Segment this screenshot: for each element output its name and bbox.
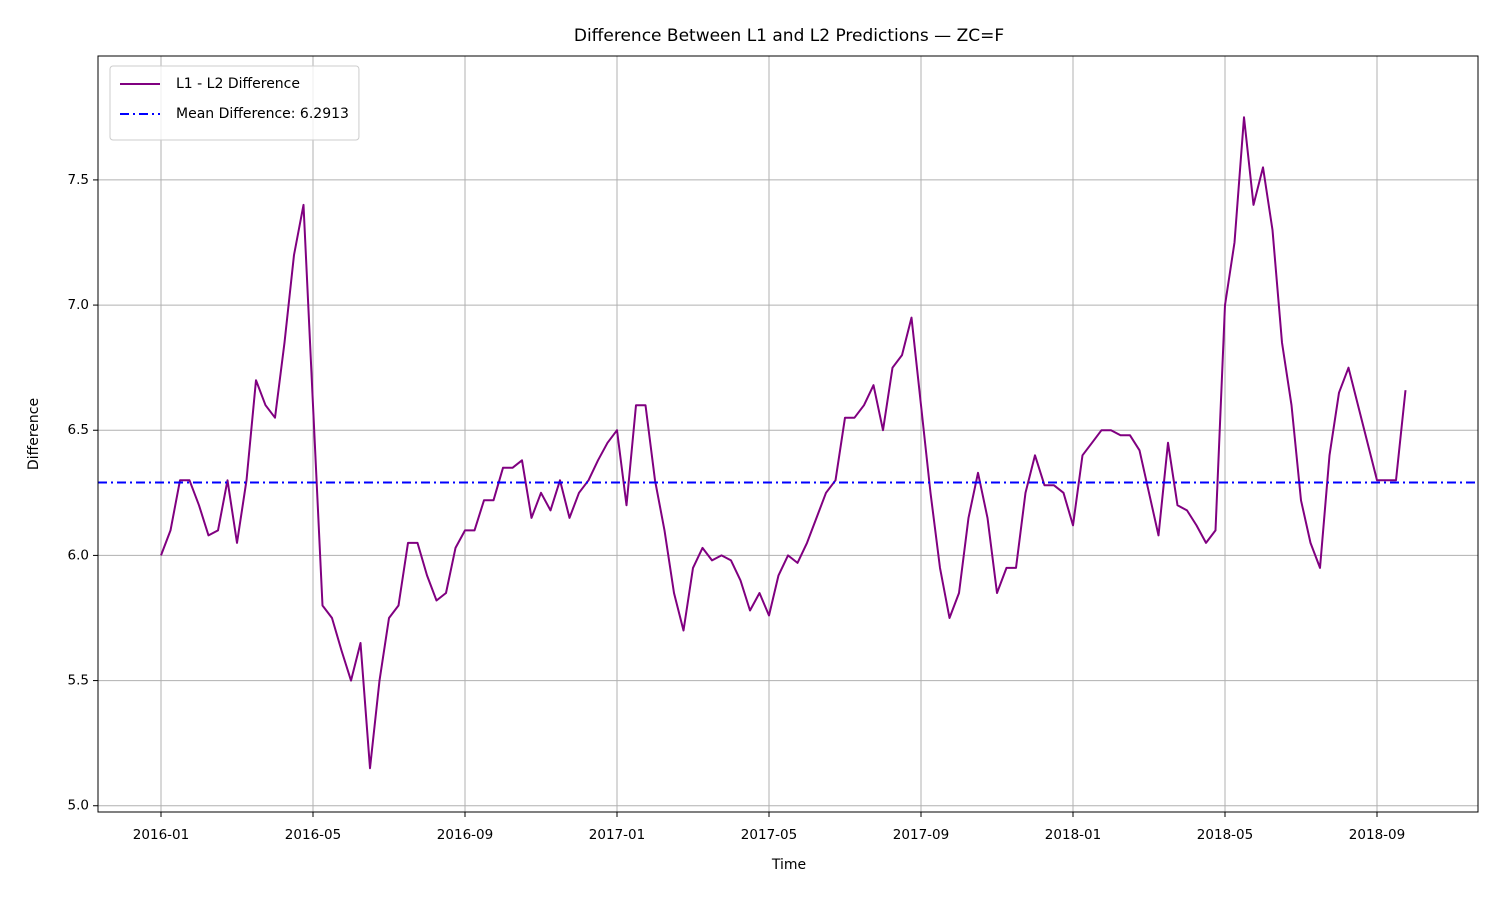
legend-label: L1 - L2 Difference	[176, 76, 300, 92]
grid	[98, 56, 1478, 812]
chart-title: Difference Between L1 and L2 Predictions…	[574, 26, 1004, 46]
y-tick-label: 7.5	[68, 172, 89, 188]
legend-box	[109, 65, 360, 141]
data-line	[160, 116, 1407, 770]
y-tick-label: 6.0	[68, 547, 89, 563]
y-tick-label: 5.5	[68, 673, 89, 689]
plot-frame	[97, 55, 1479, 813]
x-tick-label: 2017-05	[741, 827, 797, 843]
x-tick-label: 2017-01	[589, 827, 645, 843]
y-tick-label: 5.0	[68, 798, 89, 814]
x-tick-label: 2016-01	[133, 827, 189, 843]
x-tick-label: 2018-01	[1045, 827, 1101, 843]
x-tick-label: 2018-09	[1349, 827, 1405, 843]
x-tick-label: 2018-05	[1197, 827, 1253, 843]
y-axis-label: Difference	[26, 398, 42, 470]
x-tick-label: 2017-09	[893, 827, 949, 843]
y-tick-label: 7.0	[68, 297, 89, 313]
legend-label: Mean Difference: 6.2913	[176, 106, 349, 122]
x-tick-label: 2016-05	[285, 827, 341, 843]
y-tick-label: 6.5	[68, 422, 89, 438]
legend: L1 - L2 Difference Mean Difference: 6.291…	[109, 65, 360, 141]
x-axis-label: Time	[771, 857, 806, 873]
x-tick-label: 2016-09	[437, 827, 493, 843]
